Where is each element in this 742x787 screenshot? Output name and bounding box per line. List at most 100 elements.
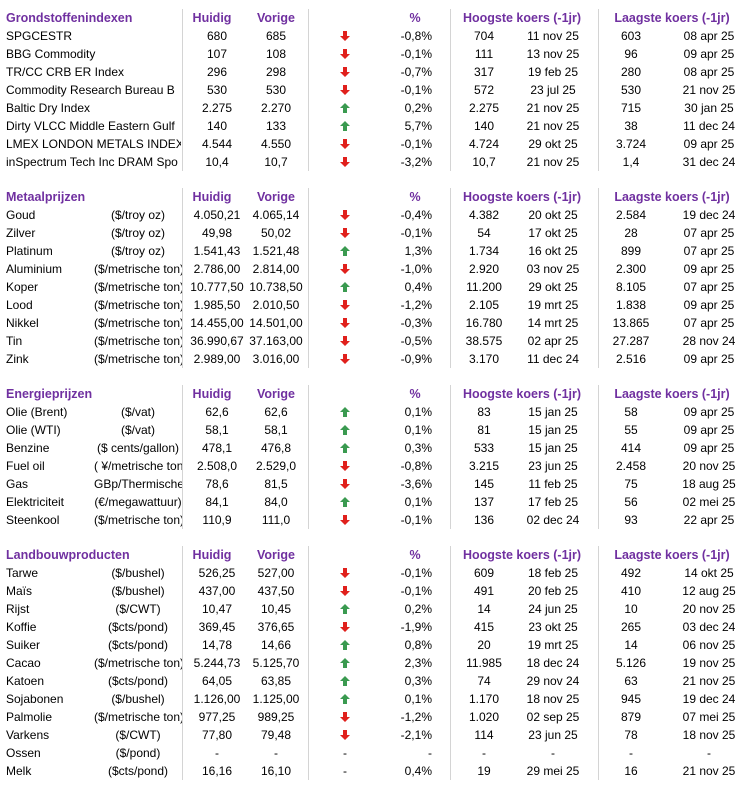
low-date: 21 nov 25 xyxy=(682,674,736,688)
trend-arrow-down xyxy=(340,515,350,525)
high-date: 15 jan 25 xyxy=(528,441,578,455)
item-unit: ($cts/pond) xyxy=(107,638,169,652)
high: 136 xyxy=(473,513,495,527)
header-high: Hoogste koers (-1jr) xyxy=(462,11,582,25)
high-date: 18 dec 24 xyxy=(526,656,580,670)
high-date: 15 jan 25 xyxy=(528,423,578,437)
pct: -0,1% xyxy=(400,83,432,97)
high-date: 03 nov 25 xyxy=(526,262,580,276)
huidig: 4.050,21 xyxy=(193,208,241,222)
item-name: Olie (WTI) xyxy=(6,423,61,437)
vorige: 63,85 xyxy=(260,674,292,688)
arrow-shape xyxy=(340,407,350,417)
trend-arrow-down xyxy=(340,300,350,310)
high: 38.575 xyxy=(465,334,503,348)
arrow-shape xyxy=(340,85,350,95)
item-unit: ( ¥/metrische ton) xyxy=(94,459,182,473)
item-name: Fuel oil xyxy=(6,459,45,473)
huidig: 49,98 xyxy=(201,226,233,240)
vorige: 58,1 xyxy=(264,423,288,437)
huidig: 2.508,0 xyxy=(196,459,238,473)
arrow-shape xyxy=(340,264,350,274)
high: 140 xyxy=(473,119,495,133)
vorige: - xyxy=(274,746,278,760)
trend-arrow-up xyxy=(340,497,350,507)
vorige: 298 xyxy=(265,65,287,79)
item-unit: ($/metrische ton) xyxy=(94,298,182,312)
high: - xyxy=(482,746,486,760)
trend-arrow-up xyxy=(340,658,350,668)
vorige: 16,10 xyxy=(260,764,292,778)
low: 56 xyxy=(624,495,638,509)
low-date: 18 nov 25 xyxy=(682,728,736,742)
huidig: 64,05 xyxy=(201,674,233,688)
pct: 0,2% xyxy=(404,602,432,616)
header-high: Hoogste koers (-1jr) xyxy=(462,190,582,204)
trend-arrow-up xyxy=(340,103,350,113)
pct: -3,2% xyxy=(400,155,432,169)
high: 2.275 xyxy=(468,101,500,115)
low-date: 12 aug 25 xyxy=(682,584,736,598)
huidig: - xyxy=(215,746,219,760)
pct: 0,1% xyxy=(404,495,432,509)
header-vorige: Vorige xyxy=(257,548,295,562)
header-huidig: Huidig xyxy=(192,387,232,401)
low-date: 21 nov 25 xyxy=(682,764,736,778)
high-date: 21 nov 25 xyxy=(526,101,580,115)
trend: - xyxy=(343,764,347,778)
low-date: 02 mei 25 xyxy=(682,495,736,509)
item-name: Lood xyxy=(6,298,33,312)
high: 3.170 xyxy=(468,352,500,366)
pct: -1,0% xyxy=(400,262,432,276)
trend-arrow-down xyxy=(340,586,350,596)
item-name: Nikkel xyxy=(6,316,39,330)
huidig: 62,6 xyxy=(205,405,229,419)
low: 945 xyxy=(620,692,642,706)
low: 2.300 xyxy=(615,262,647,276)
low-date: 28 nov 24 xyxy=(682,334,736,348)
item-unit: ($/CWT) xyxy=(115,602,161,616)
pct: -1,2% xyxy=(400,298,432,312)
high: 54 xyxy=(477,226,491,240)
high-date: 20 okt 25 xyxy=(528,208,578,222)
low: 2.458 xyxy=(615,459,647,473)
high: 572 xyxy=(473,83,495,97)
vorige: 2.529,0 xyxy=(255,459,297,473)
item-name: Goud xyxy=(6,208,36,222)
arrow-shape xyxy=(340,103,350,113)
low-date: 19 dec 24 xyxy=(682,208,736,222)
item-name: TR/CC CRB ER Index xyxy=(6,65,125,79)
low-date: 07 apr 25 xyxy=(683,280,735,294)
column-divider xyxy=(450,546,451,780)
item-name: LMEX LONDON METALS INDEX xyxy=(6,137,181,151)
item-unit: ($/metrische ton) xyxy=(94,710,182,724)
high: 415 xyxy=(473,620,495,634)
arrow-shape xyxy=(340,246,350,256)
section-title: Metaalprijzen xyxy=(6,190,86,204)
trend-arrow-up xyxy=(340,425,350,435)
arrow-shape xyxy=(340,282,350,292)
vorige: 50,02 xyxy=(260,226,292,240)
vorige: 685 xyxy=(265,29,287,43)
high: 145 xyxy=(473,477,495,491)
header-low: Laagste koers (-1jr) xyxy=(614,387,730,401)
arrow-shape xyxy=(340,443,350,453)
header-high: Hoogste koers (-1jr) xyxy=(462,387,582,401)
huidig: 10,4 xyxy=(205,155,229,169)
high: 2.920 xyxy=(468,262,500,276)
item-unit: ($/bushel) xyxy=(111,584,165,598)
arrow-shape xyxy=(340,568,350,578)
item-name: Steenkool xyxy=(6,513,60,527)
low: 899 xyxy=(620,244,642,258)
vorige: 1.125,00 xyxy=(252,692,300,706)
item-unit: (€/megawattuur) xyxy=(94,495,182,509)
huidig: 107 xyxy=(206,47,228,61)
arrow-shape xyxy=(340,658,350,668)
column-divider xyxy=(182,188,183,368)
low: 1,4 xyxy=(622,155,640,169)
trend-arrow-down xyxy=(340,85,350,95)
pct: 5,7% xyxy=(404,119,432,133)
vorige: 81,5 xyxy=(264,477,288,491)
pct: -0,4% xyxy=(400,208,432,222)
low-date: 20 nov 25 xyxy=(682,459,736,473)
